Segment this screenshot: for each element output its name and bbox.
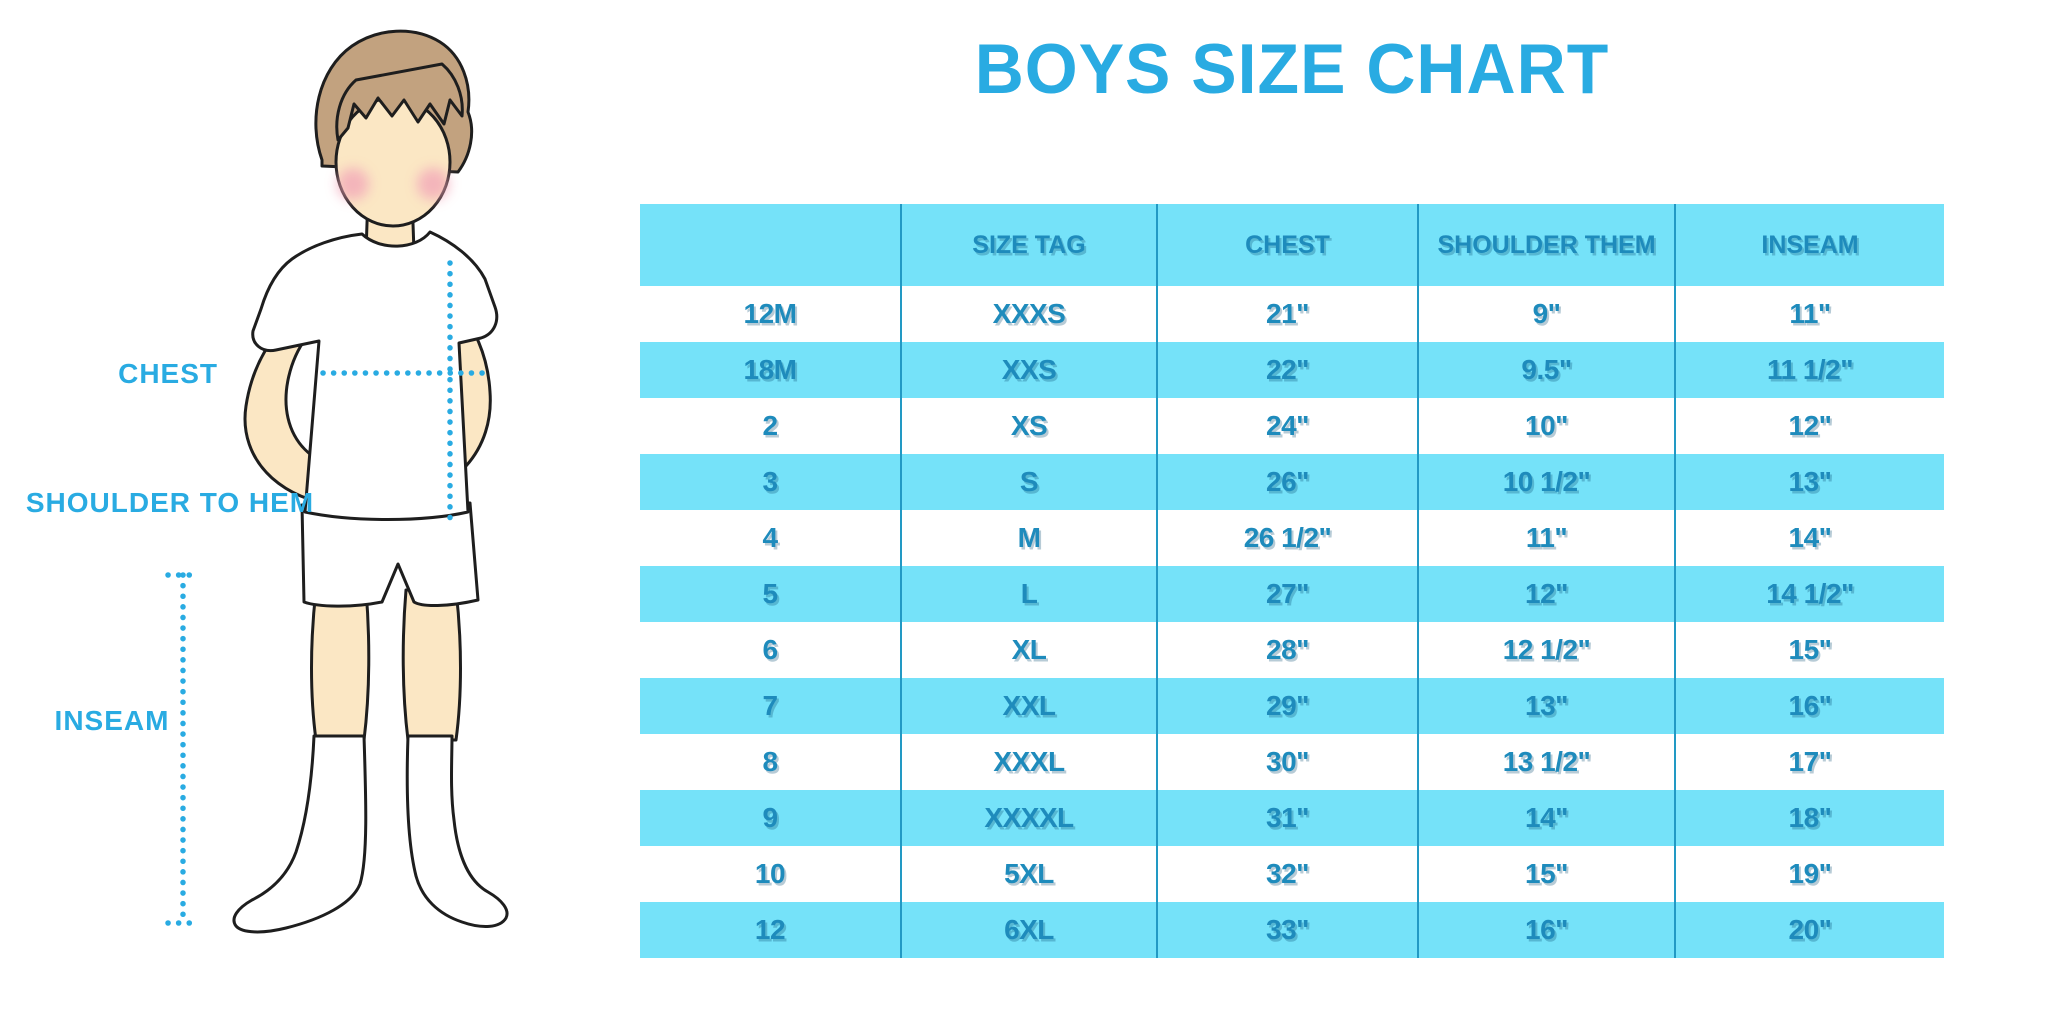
table-cell: 10" (1417, 398, 1674, 454)
table-row: 6 XL 28" 12 1/2" 15" (640, 622, 1944, 678)
table-row: 10 5XL 32" 15" 19" (640, 846, 1944, 902)
table-cell: XS (900, 398, 1156, 454)
table-row: 7 XXL 29" 13" 16" (640, 678, 1944, 734)
table-cell: 7 (762, 690, 778, 721)
header-cell-size-tag: SIZE TAG (900, 204, 1156, 286)
table-cell: 13" (1417, 678, 1674, 734)
table-cell: S (900, 454, 1156, 510)
table-cell: 17" (1674, 734, 1944, 790)
table-cell: 33" (1156, 902, 1417, 958)
chest-label: CHEST (118, 358, 218, 389)
table-row: 5 L 27" 12" 14 1/2" (640, 566, 1944, 622)
boy-face (334, 96, 452, 228)
table-cell: 3 (762, 466, 778, 497)
table-row: 12 6XL 33" 16" 20" (640, 902, 1944, 958)
boy-shorts (300, 501, 480, 608)
table-cell: 5XL (900, 846, 1156, 902)
table-cell: 13" (1674, 454, 1944, 510)
table-cell: 20" (1674, 902, 1944, 958)
boy-left-arm (243, 310, 338, 506)
table-cell: 10 1/2" (1417, 454, 1674, 510)
table-cell: 14 1/2" (1674, 566, 1944, 622)
boy-right-cheek (417, 168, 449, 200)
table-cell: 14" (1674, 510, 1944, 566)
table-cell: 9.5" (1417, 342, 1674, 398)
table-body: 12M XXXS 21" 9" 11" 18M XXS 22" 9.5" 11 1/2" 2 XS 24… (640, 286, 1944, 958)
header-cell-inseam: INSEAM (1674, 204, 1944, 286)
table-cell: 2 (762, 410, 778, 441)
table-cell: 16" (1674, 678, 1944, 734)
boy-left-sock (232, 734, 368, 934)
boy-tshirt (251, 230, 499, 521)
table-cell: 12 1/2" (1417, 622, 1674, 678)
boy-illustration-svg: CHEST SHOULDER TO HEM INSEAM (26, 29, 509, 934)
table-cell: XXXXL (900, 790, 1156, 846)
table-cell: 21" (1156, 286, 1417, 342)
page-title: BOYS SIZE CHART (974, 29, 1610, 109)
table-cell: 8 (762, 746, 778, 777)
table-cell: 12 (754, 914, 786, 945)
inseam-label: INSEAM (55, 705, 170, 736)
table-cell: L (900, 566, 1156, 622)
table-cell: 22" (1156, 342, 1417, 398)
measurement-figure: CHEST SHOULDER TO HEM INSEAM (0, 0, 540, 1024)
table-cell: 9" (1417, 286, 1674, 342)
header-cell-chest: CHEST (1156, 204, 1417, 286)
size-table: SIZE TAG CHEST SHOULDER THEM INSEAM 12M X… (640, 204, 1944, 958)
table-cell: 28" (1156, 622, 1417, 678)
boy-right-leg (401, 588, 462, 742)
table-cell: XL (900, 622, 1156, 678)
table-cell: 30" (1156, 734, 1417, 790)
table-cell: XXXS (900, 286, 1156, 342)
table-cell: XXL (900, 678, 1156, 734)
table-cell: 11 1/2" (1674, 342, 1944, 398)
table-cell: 11" (1674, 286, 1944, 342)
boy-right-sock (405, 734, 509, 928)
table-cell: 9 (762, 802, 778, 833)
table-cell: XXXL (900, 734, 1156, 790)
table-cell: 31" (1156, 790, 1417, 846)
table-cell: 18" (1674, 790, 1944, 846)
table-cell: 12" (1674, 398, 1944, 454)
table-cell: 18M (743, 354, 797, 385)
table-cell: 26 1/2" (1156, 510, 1417, 566)
table-row: 18M XXS 22" 9.5" 11 1/2" (640, 342, 1944, 398)
table-row: 8 XXXL 30" 13 1/2" 17" (640, 734, 1944, 790)
table-cell: 27" (1156, 566, 1417, 622)
table-cell: 26" (1156, 454, 1417, 510)
boy-left-cheek (337, 168, 369, 200)
table-cell: 4 (762, 522, 778, 553)
table-cell: XXS (900, 342, 1156, 398)
shoulder-to-hem-label: SHOULDER TO HEM (26, 487, 314, 518)
table-cell: 24" (1156, 398, 1417, 454)
table-row: 3 S 26" 10 1/2" 13" (640, 454, 1944, 510)
table-row: 2 XS 24" 10" 12" (640, 398, 1944, 454)
table-row: 12M XXXS 21" 9" 11" (640, 286, 1944, 342)
table-cell: 19" (1674, 846, 1944, 902)
boy-left-leg (310, 588, 371, 742)
table-cell: 16" (1417, 902, 1674, 958)
table-cell: 13 1/2" (1417, 734, 1674, 790)
table-cell: 11" (1417, 510, 1674, 566)
table-row: 4 M 26 1/2" 11" 14" (640, 510, 1944, 566)
table-cell: 12" (1417, 566, 1674, 622)
table-cell: 6XL (900, 902, 1156, 958)
table-cell: 14" (1417, 790, 1674, 846)
header-cell-shoulder-them: SHOULDER THEM (1417, 204, 1674, 286)
table-row: 9 XXXXL 31" 14" 18" (640, 790, 1944, 846)
table-cell: 5 (762, 578, 778, 609)
table-cell: 29" (1156, 678, 1417, 734)
table-cell: M (900, 510, 1156, 566)
header-cell-size (640, 204, 900, 286)
table-cell: 6 (762, 634, 778, 665)
boy-hair-fringe (335, 62, 464, 142)
table-cell: 15" (1417, 846, 1674, 902)
table-cell: 10 (754, 858, 786, 889)
table-header-row: SIZE TAG CHEST SHOULDER THEM INSEAM (640, 204, 1944, 286)
table-cell: 32" (1156, 846, 1417, 902)
table-cell: 15" (1674, 622, 1944, 678)
table-cell: 12M (743, 298, 797, 329)
